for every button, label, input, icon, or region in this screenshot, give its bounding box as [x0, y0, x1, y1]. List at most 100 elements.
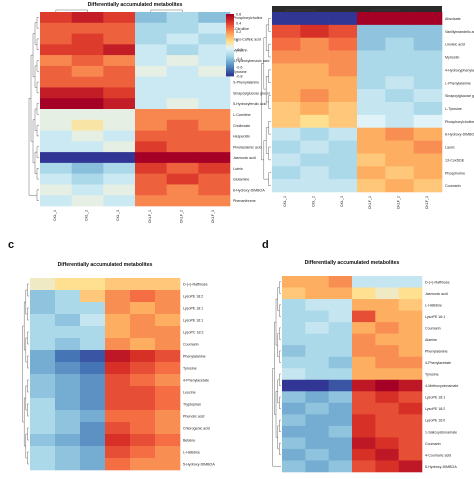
heatmap-cell: [357, 37, 386, 51]
legend-swatch: [226, 40, 234, 43]
legend-swatch: [226, 68, 234, 71]
legend-swatch: [226, 21, 234, 24]
heatmap-cell: [103, 44, 136, 56]
heatmap-cell: [55, 326, 81, 339]
row-label: Phenylalanine: [183, 355, 206, 359]
heatmap-cell: [40, 130, 72, 142]
heatmap-cell: [80, 290, 106, 303]
heatmap-cell: [282, 379, 306, 392]
heatmap-cell: [385, 166, 414, 180]
heatmap-cell: [105, 434, 131, 447]
heatmap-cell: [103, 141, 136, 153]
row-label: Phenolic acid: [183, 415, 204, 419]
heatmap-cell: [328, 356, 353, 369]
heatmap-cell: [198, 44, 231, 56]
heatmap-cell: [105, 362, 131, 375]
heatmap-cell: [135, 195, 167, 207]
legend-tick: -0.8: [236, 75, 243, 79]
heatmap-cell: [55, 314, 81, 327]
row-label: Tyrosine: [233, 70, 247, 74]
heatmap-cell: [103, 22, 136, 34]
heatmap-cell: [103, 76, 136, 88]
heatmap-cell: [71, 173, 104, 185]
heatmap-cell: [103, 152, 136, 164]
heatmap-cell: [166, 76, 199, 88]
heatmap-cell: [55, 446, 81, 459]
heatmap-cell: [30, 410, 56, 423]
heatmap-cell: [155, 326, 181, 339]
heatmap-cell: [80, 302, 106, 315]
heatmap-cell: [282, 448, 306, 461]
heatmap-cell: [328, 310, 353, 323]
heatmap-cell: [375, 356, 399, 369]
row-label: 5-Hydroxy-DIMBOA: [183, 463, 215, 467]
column-label: CKL_2: [85, 210, 89, 221]
heatmap-cell: [55, 362, 81, 375]
heatmap-cell: [305, 448, 329, 461]
row-label: Coumarin: [445, 184, 461, 188]
heatmap-cell: [55, 278, 81, 291]
heatmap-cell: [166, 141, 199, 153]
heatmap-cell: [166, 98, 199, 110]
heatmap-cell: [300, 127, 329, 141]
heatmap-cell: [272, 37, 301, 51]
row-label: Cholinoate: [233, 124, 250, 128]
heatmap-cell: [385, 89, 414, 103]
heatmap-cell: [40, 55, 72, 67]
legend-swatch: [226, 62, 234, 64]
heatmap-cell: [357, 127, 386, 141]
heatmap-cell: [30, 422, 56, 435]
row-label: Sinapoylglucose glucol: [445, 94, 474, 98]
legend-tick: 0.6: [236, 13, 241, 17]
heatmap-cell: [30, 278, 56, 291]
heatmap-panel-d: d Differentially accumulated metabolites D…: [262, 239, 458, 473]
heatmap-cell: [71, 55, 104, 67]
row-label: Coumarin: [425, 442, 441, 446]
heatmap-cell: [166, 184, 199, 196]
heatmap-cell: [40, 76, 72, 88]
heatmap-cell: [398, 437, 423, 450]
heatmap-cell: [305, 425, 329, 438]
heatmap-cell: [328, 12, 358, 26]
legend-swatch: [226, 24, 234, 27]
heatmap-cell: [352, 287, 376, 300]
heatmap-cell: [166, 33, 199, 45]
heatmap-cell: [166, 22, 199, 34]
heatmap-cell: [413, 127, 443, 141]
heatmap-cell: [328, 414, 353, 427]
heatmap-cell: [300, 76, 329, 90]
heatmap-cell: [80, 422, 106, 435]
heatmap-cell: [55, 386, 81, 399]
row-label: LysoPE 18:2: [183, 295, 203, 299]
heatmap-cell: [352, 379, 376, 392]
row-label: 6-Hydroxy-DIMBOA: [445, 133, 474, 137]
heatmap-cell: [103, 65, 136, 77]
legend-swatch: [226, 23, 234, 26]
heatmap-cell: [398, 379, 423, 392]
legend-tick: -0.4: [236, 57, 243, 61]
heatmap-cell: [135, 184, 167, 196]
heatmap-cell: [375, 310, 399, 323]
heatmap-cell: [328, 102, 358, 116]
row-label: LysoPE 16:1: [183, 319, 203, 323]
row-label: Alanine: [425, 338, 437, 342]
legend-swatch: [226, 54, 234, 57]
heatmap-cell: [352, 460, 376, 473]
heatmap-cell: [135, 65, 167, 77]
heatmap-cell: [198, 119, 231, 131]
legend-swatch: [226, 65, 234, 68]
heatmap-cell: [130, 302, 156, 315]
row-label: Betaine: [183, 439, 195, 443]
heatmap-cell: [413, 63, 443, 77]
heatmap-cell: [30, 338, 56, 351]
row-label: 4-Hydroxybenzoic acid: [233, 59, 269, 63]
heatmap-cell: [80, 338, 106, 351]
heatmap-cell: [166, 55, 199, 67]
heatmap-cell: [105, 314, 131, 327]
row-label: Abscisate: [445, 17, 461, 21]
heatmap-cell: [135, 76, 167, 88]
panel-letter: c: [8, 239, 14, 251]
row-label: L-Carnitine: [233, 113, 251, 117]
heatmap-cell: [385, 12, 414, 26]
